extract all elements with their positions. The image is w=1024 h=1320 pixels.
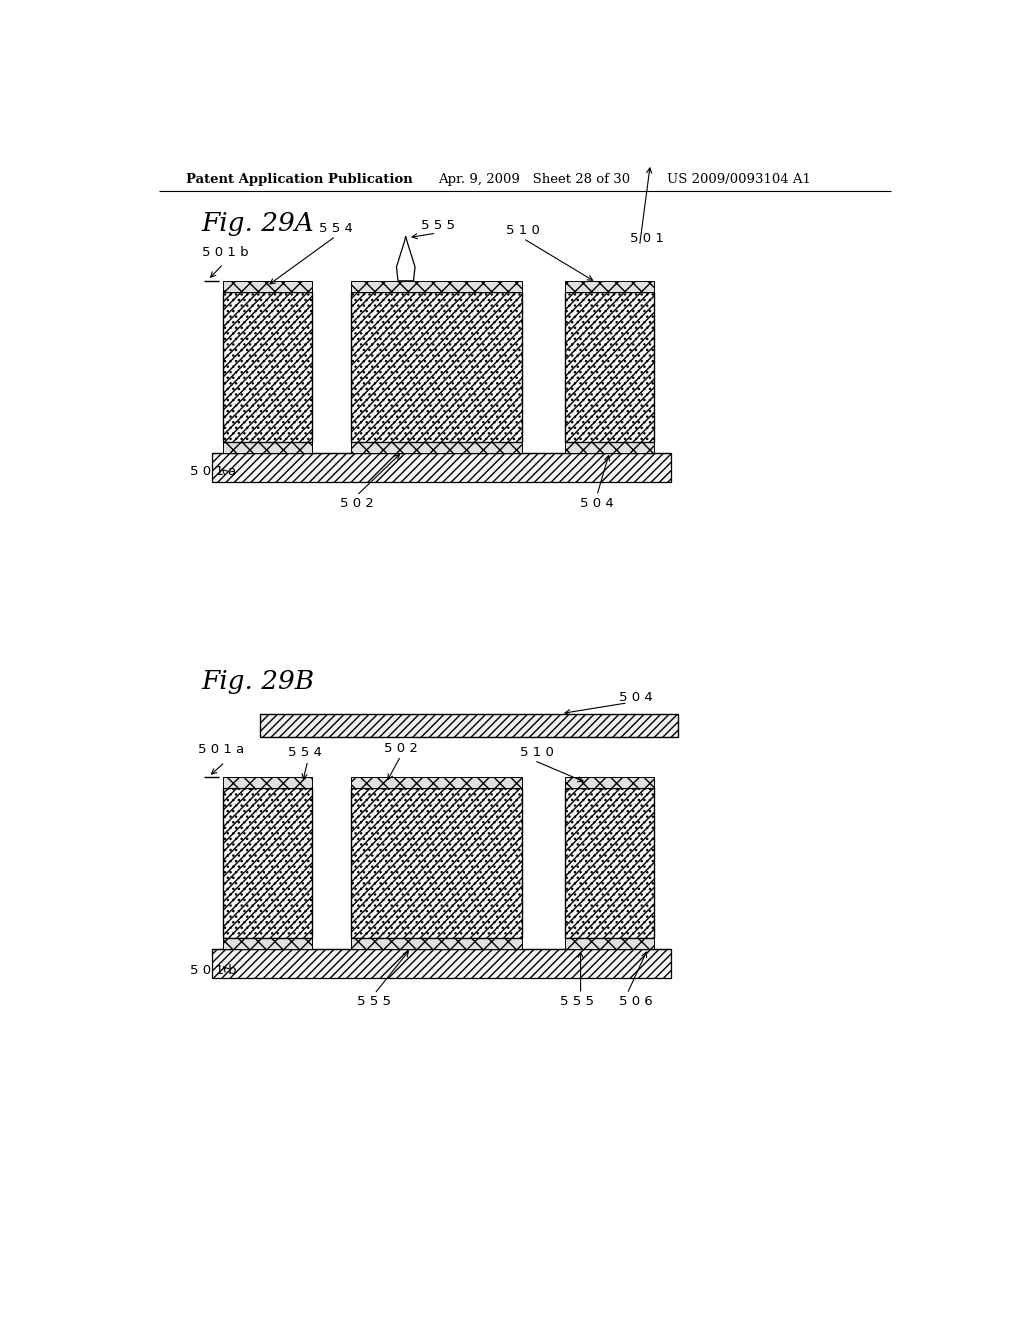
Polygon shape — [396, 236, 415, 281]
Bar — [351, 442, 521, 453]
Text: 5 1 0: 5 1 0 — [520, 746, 554, 759]
Text: Fig. 29A: Fig. 29A — [202, 211, 314, 236]
Bar — [351, 777, 521, 788]
Text: US 2009/0093104 A1: US 2009/0093104 A1 — [667, 173, 811, 186]
Bar — [222, 292, 311, 442]
Text: 5 0 2: 5 0 2 — [340, 496, 374, 510]
Text: 5 0 1 a: 5 0 1 a — [198, 743, 244, 756]
Bar — [212, 949, 671, 978]
Bar — [222, 939, 311, 949]
Bar — [351, 292, 521, 442]
Bar — [565, 442, 654, 453]
Bar — [565, 788, 654, 939]
Text: 5 5 4: 5 5 4 — [318, 222, 352, 235]
Text: 5 5 5: 5 5 5 — [357, 995, 391, 1008]
Bar — [565, 292, 654, 442]
Bar — [222, 442, 311, 453]
Text: 5 5 5: 5 5 5 — [560, 995, 595, 1008]
Text: 5 5 4: 5 5 4 — [288, 746, 322, 759]
Text: 5 0 6: 5 0 6 — [618, 995, 652, 1008]
Bar — [351, 939, 521, 949]
Bar — [222, 788, 311, 939]
Bar — [212, 453, 671, 482]
Text: 5 0 4: 5 0 4 — [580, 496, 613, 510]
Bar — [351, 788, 521, 939]
Bar — [565, 788, 654, 939]
Bar — [565, 292, 654, 442]
Text: 5 1 0: 5 1 0 — [506, 224, 541, 238]
Text: Apr. 9, 2009   Sheet 28 of 30: Apr. 9, 2009 Sheet 28 of 30 — [438, 173, 630, 186]
Bar — [351, 281, 521, 292]
Bar — [351, 788, 521, 939]
Text: Patent Application Publication: Patent Application Publication — [186, 173, 413, 186]
Text: 5 0 2: 5 0 2 — [384, 742, 418, 755]
Text: 5 0 1: 5 0 1 — [631, 232, 665, 246]
Bar — [260, 714, 678, 738]
Bar — [351, 292, 521, 442]
Bar — [222, 788, 311, 939]
Text: 5 0 1 b: 5 0 1 b — [190, 964, 237, 977]
Bar — [222, 777, 311, 788]
Text: 5 0 4: 5 0 4 — [618, 690, 652, 704]
Text: Fig. 29B: Fig. 29B — [202, 669, 314, 694]
Text: 5 0 1 b: 5 0 1 b — [202, 247, 248, 259]
Text: 5 5 5: 5 5 5 — [421, 219, 455, 232]
Text: 5 0 1 a: 5 0 1 a — [190, 465, 237, 478]
Bar — [222, 281, 311, 292]
Bar — [565, 777, 654, 788]
Bar — [222, 292, 311, 442]
Bar — [565, 939, 654, 949]
Bar — [565, 281, 654, 292]
